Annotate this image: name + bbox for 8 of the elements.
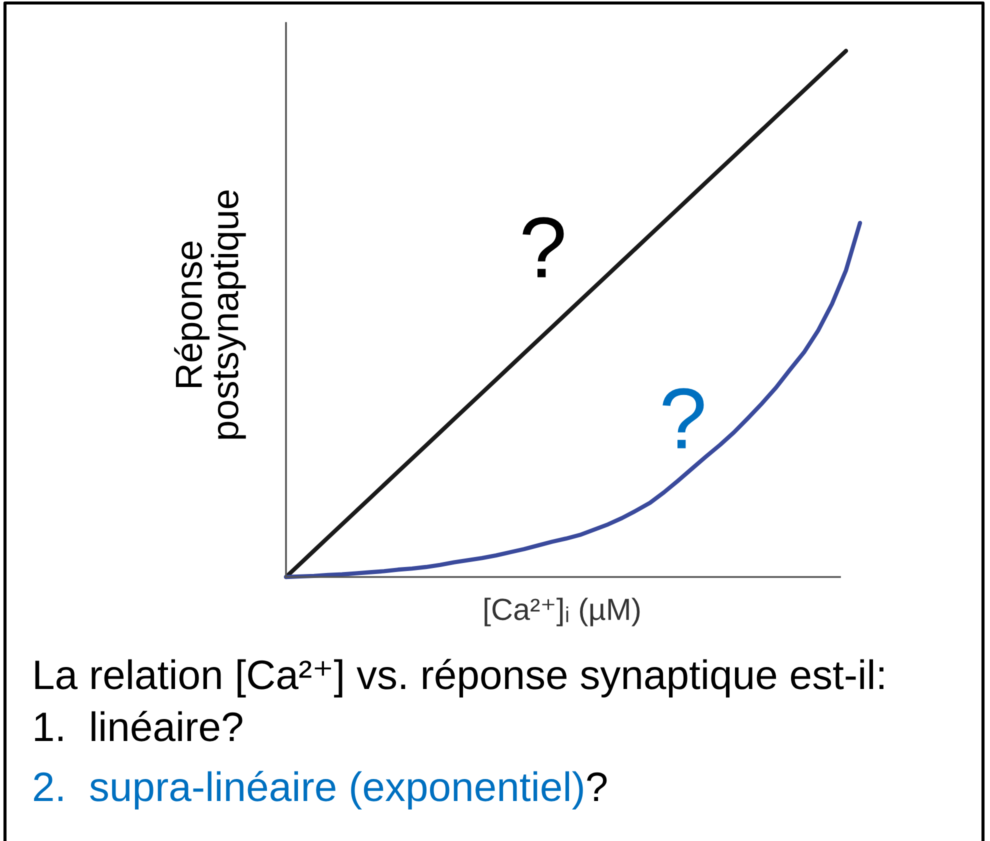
text: 2. supra-linéaire (exponentiel) xyxy=(34,770,583,810)
text: La relation [Ca²⁺] vs. réponse synaptique est-il: xyxy=(35,658,884,698)
x-axis-title: [Ca²⁺]ᵢ (µM) xyxy=(484,598,640,626)
annotation: ? xyxy=(522,217,564,278)
text: ? xyxy=(587,772,607,801)
text: 1. linéaire? xyxy=(35,710,242,742)
y-axis-title: Réponse postsynaptique xyxy=(174,190,246,439)
annotation: ? xyxy=(662,388,704,448)
